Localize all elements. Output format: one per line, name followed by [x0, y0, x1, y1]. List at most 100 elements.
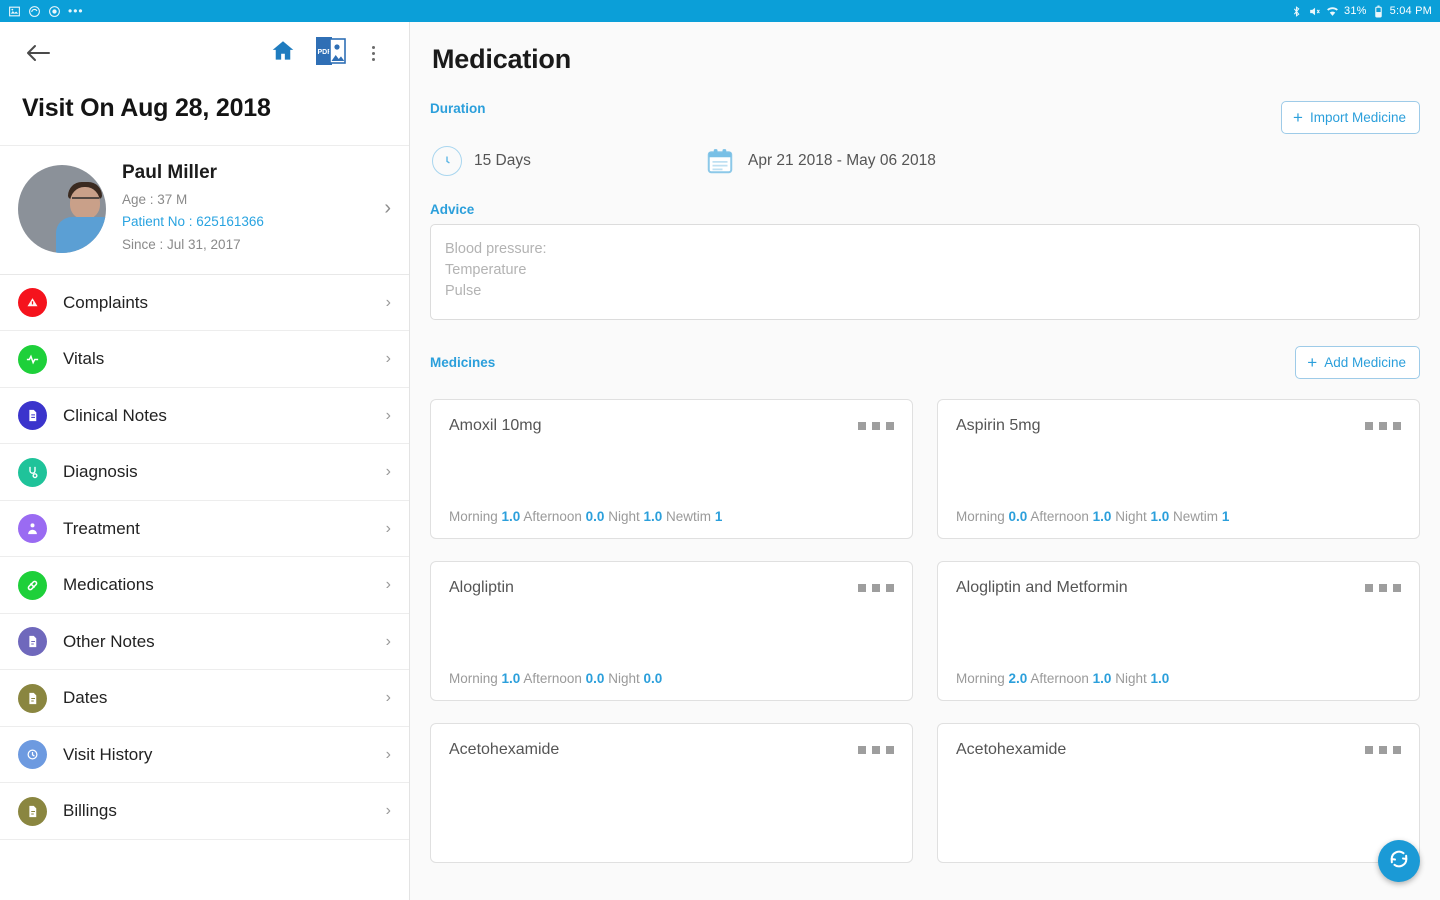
- clock-icon: [432, 146, 462, 176]
- card-overflow-icon[interactable]: [1365, 579, 1401, 592]
- medicine-card[interactable]: Acetohexamide: [430, 723, 913, 863]
- sidebar-item-visit-history[interactable]: Visit History ›: [0, 726, 409, 784]
- app-shell: PDF Visit On Aug 28, 2018: [0, 22, 1440, 900]
- sidebar-item-other-notes[interactable]: Other Notes ›: [0, 613, 409, 671]
- dose-value: 1: [714, 509, 723, 524]
- medicine-card-header: Acetohexamide: [449, 741, 894, 759]
- medicine-name: Acetohexamide: [956, 741, 1067, 758]
- image-icon: [8, 5, 21, 18]
- dose-value: 1.0: [501, 671, 521, 686]
- sidebar-item-label: Clinical Notes: [63, 405, 167, 425]
- clinical-notes-icon: [18, 401, 47, 431]
- calendar-icon: [704, 146, 736, 176]
- treatment-icon: [18, 514, 47, 544]
- dose-value: 2.0: [1008, 671, 1028, 686]
- sidebar-item-label: Billings: [63, 801, 117, 821]
- import-medicine-button[interactable]: + Import Medicine: [1281, 101, 1420, 134]
- sidebar-nav-list: Complaints › Vitals › Clinical Notes ›: [0, 274, 409, 900]
- dose-value: 1.0: [501, 509, 521, 524]
- chevron-right-icon: ›: [385, 293, 391, 311]
- dose-value: 1.0: [1092, 509, 1112, 524]
- patient-info: Paul Miller Age : 37 M Patient No : 6251…: [122, 162, 358, 256]
- kebab-menu-icon: [371, 45, 375, 49]
- status-bar: ••• 31% 5:04 PM: [0, 0, 1440, 22]
- clock-time: 5:04 PM: [1389, 5, 1432, 17]
- patient-card[interactable]: Paul Miller Age : 37 M Patient No : 6251…: [0, 145, 409, 275]
- medicine-dose: Morning 1.0 Afternoon 0.0 Night 1.0 Newt…: [449, 509, 894, 524]
- add-medicine-label: Add Medicine: [1324, 355, 1406, 370]
- medicine-card-header: Aspirin 5mg: [956, 417, 1401, 435]
- plus-icon: +: [1293, 108, 1303, 127]
- patient-number: Patient No : 625161366: [122, 214, 264, 230]
- patient-since: Since : Jul 31, 2017: [122, 236, 241, 252]
- card-overflow-icon[interactable]: [858, 579, 894, 592]
- duration-days-text: 15 Days: [474, 152, 531, 169]
- duration-days: 15 Days: [432, 146, 704, 176]
- chevron-right-icon: ›: [385, 350, 391, 368]
- sidebar-item-vitals[interactable]: Vitals ›: [0, 331, 409, 388]
- medicine-name: Aspirin 5mg: [956, 417, 1041, 434]
- medicine-card[interactable]: Acetohexamide: [937, 723, 1420, 863]
- medicine-dose: Morning 1.0 Afternoon 0.0 Night 0.0: [449, 671, 894, 686]
- sidebar-toolbar: PDF: [0, 22, 409, 84]
- advice-label: Advice: [430, 202, 475, 217]
- medicine-card[interactable]: Aspirin 5mg Morning 0.0 Afternoon 1.0 Ni…: [937, 399, 1420, 539]
- sidebar-item-billings[interactable]: Billings ›: [0, 783, 409, 840]
- sidebar-item-diagnosis[interactable]: Diagnosis ›: [0, 444, 409, 501]
- dose-value: 1.0: [1092, 671, 1112, 686]
- duration-header-row: Duration + Import Medicine: [430, 101, 1420, 134]
- chevron-right-icon: ›: [385, 463, 391, 481]
- pdf-export-icon: PDF: [314, 35, 348, 72]
- cloud-sync-icon: [28, 5, 41, 18]
- medicine-dose: Morning 2.0 Afternoon 1.0 Night 1.0: [956, 671, 1401, 686]
- patient-name: Paul Miller: [122, 162, 218, 183]
- card-overflow-icon[interactable]: [1365, 741, 1401, 754]
- sidebar-item-label: Visit History: [63, 744, 153, 764]
- add-medicine-button[interactable]: + Add Medicine: [1295, 346, 1420, 379]
- sidebar-item-label: Diagnosis: [63, 462, 138, 482]
- medicine-card[interactable]: Amoxil 10mg Morning 1.0 Afternoon 0.0 Ni…: [430, 399, 913, 539]
- sidebar-item-medications[interactable]: Medications ›: [0, 557, 409, 614]
- sidebar-item-clinical-notes[interactable]: Clinical Notes ›: [0, 387, 409, 445]
- sidebar-item-label: Dates: [63, 688, 108, 708]
- sync-fab-button[interactable]: [1378, 840, 1420, 882]
- toolbar-overflow-button[interactable]: [355, 29, 391, 77]
- sidebar-item-dates[interactable]: Dates ›: [0, 670, 409, 727]
- medicine-name: Acetohexamide: [449, 741, 560, 758]
- sidebar-item-label: Complaints: [63, 292, 149, 312]
- card-overflow-icon[interactable]: [1365, 417, 1401, 430]
- medicines-grid: Amoxil 10mg Morning 1.0 Afternoon 0.0 Ni…: [430, 399, 1420, 863]
- medications-icon: [18, 570, 47, 600]
- dose-value: 1.0: [1150, 671, 1170, 686]
- medicine-card[interactable]: Alogliptin and Metformin Morning 2.0 Aft…: [937, 561, 1420, 701]
- main-content: Medication Duration + Import Medicine 15…: [410, 22, 1440, 900]
- vitals-icon: [18, 344, 47, 374]
- card-overflow-icon[interactable]: [858, 417, 894, 430]
- medicine-name: Amoxil 10mg: [449, 417, 542, 434]
- svg-text:PDF: PDF: [318, 49, 333, 56]
- back-button[interactable]: [18, 33, 58, 73]
- sidebar-item-complaints[interactable]: Complaints ›: [0, 274, 409, 332]
- status-bar-left: •••: [8, 5, 84, 18]
- home-button[interactable]: [259, 29, 307, 77]
- sidebar-item-treatment[interactable]: Treatment ›: [0, 500, 409, 558]
- battery-percent: 31%: [1344, 5, 1367, 17]
- dose-label: Morning: [956, 509, 1005, 524]
- sidebar-item-label: Medications: [63, 575, 154, 595]
- dose-value: 1.0: [1150, 509, 1170, 524]
- other-notes-icon: [18, 627, 47, 657]
- card-overflow-icon[interactable]: [858, 741, 894, 754]
- complaints-icon: [18, 288, 47, 318]
- chevron-right-icon: ›: [385, 745, 391, 763]
- medicines-header-row: Medicines + Add Medicine: [430, 346, 1420, 379]
- duration-label: Duration: [430, 101, 486, 116]
- dose-label: Night: [608, 671, 640, 686]
- chevron-right-icon: ›: [385, 802, 391, 820]
- patient-age: Age : 37 M: [122, 192, 188, 207]
- battery-icon: [1372, 5, 1385, 18]
- advice-input[interactable]: Blood pressure: Temperature Pulse: [430, 224, 1420, 320]
- dose-label: Night: [1115, 509, 1147, 524]
- dose-label: Newtim: [1173, 509, 1219, 524]
- medicine-card[interactable]: Alogliptin Morning 1.0 Afternoon 0.0 Nig…: [430, 561, 913, 701]
- pdf-export-button[interactable]: PDF: [307, 29, 355, 77]
